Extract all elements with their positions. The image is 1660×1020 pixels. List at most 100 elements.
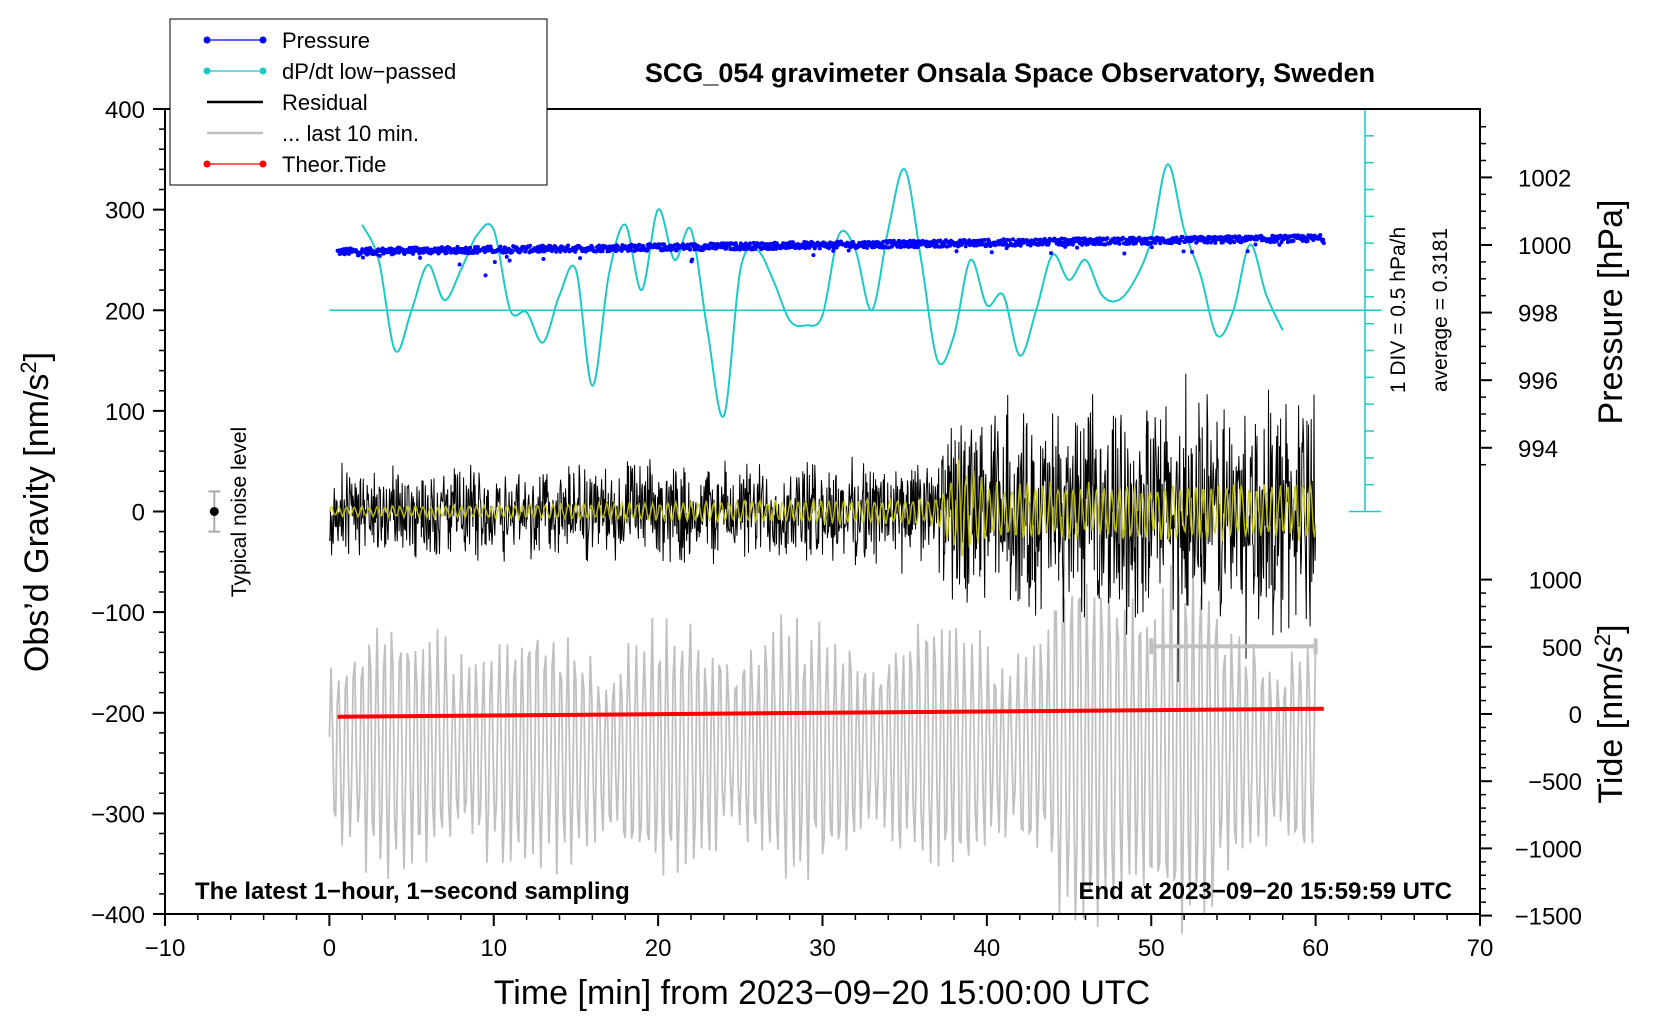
- tide-tick-label: 500: [1542, 635, 1582, 662]
- pressure-point: [1178, 238, 1183, 243]
- x-tick-label: 40: [974, 935, 1001, 962]
- average-label: average = 0.3181: [1429, 228, 1452, 392]
- y-tick-label: −200: [91, 701, 145, 728]
- pressure-point: [1149, 245, 1154, 250]
- noise-bar-dot: [209, 507, 219, 516]
- pressure-point: [1232, 240, 1237, 245]
- pressure-point: [635, 247, 640, 252]
- pressure-point: [360, 255, 365, 260]
- x-tick-label: 20: [645, 935, 672, 962]
- tide-tick-label: −1000: [1515, 836, 1582, 863]
- pressure-point: [1049, 251, 1054, 256]
- pressure-point: [1063, 244, 1068, 249]
- legend-marker: [203, 160, 211, 168]
- pressure-point: [1120, 235, 1125, 240]
- x-tick-label: 70: [1467, 935, 1494, 962]
- x-tick-label: 10: [480, 935, 507, 962]
- last10-series-line: [328, 564, 1317, 934]
- pressure-point: [1122, 251, 1127, 256]
- pressure-point: [510, 249, 515, 254]
- pressure-series: [335, 233, 1326, 278]
- pressure-point: [1321, 241, 1326, 246]
- pressure-point: [541, 257, 546, 262]
- tide-axis-label: Tide [nm/s2]: [1590, 624, 1631, 803]
- legend-label: Residual: [282, 90, 368, 115]
- chart-series: [208, 108, 1382, 934]
- pressure-point: [688, 247, 693, 252]
- pressure-point: [941, 244, 946, 249]
- pressure-point: [1321, 237, 1326, 242]
- pressure-point: [963, 244, 968, 249]
- pressure-point: [1213, 240, 1218, 245]
- y-tick-label: 400: [105, 97, 145, 124]
- pressure-point: [1277, 242, 1282, 247]
- pressure-point: [528, 243, 533, 248]
- bottom-left-annotation: The latest 1−hour, 1−second sampling: [195, 878, 630, 905]
- pressure-point: [628, 248, 633, 253]
- pressure-point: [637, 242, 642, 247]
- pressure-point: [898, 245, 903, 250]
- pressure-point: [1245, 249, 1250, 254]
- y-tick-label: 0: [132, 500, 145, 527]
- chart-axes: −10 0 10 20 30 40 50 60 704003002001000−100−200−…: [91, 97, 1582, 962]
- legend-marker: [259, 160, 267, 168]
- pressure-point: [507, 258, 512, 263]
- legend-marker: [259, 36, 267, 44]
- legend-marker: [203, 36, 211, 44]
- pressure-point: [483, 273, 488, 278]
- chart-title: SCG_054 gravimeter Onsala Space Observat…: [645, 58, 1375, 88]
- legend-label: dP/dt low−passed: [282, 59, 456, 84]
- y-axis-label: Obs’d Gravity [nm/s2]: [16, 352, 57, 672]
- tide-tick-label: −500: [1528, 769, 1582, 796]
- pressure-point: [1190, 249, 1195, 254]
- x-tick-label: 60: [1302, 935, 1329, 962]
- tide-tick-label: 1000: [1529, 568, 1582, 595]
- pressure-point: [457, 262, 462, 267]
- pressure-point: [701, 247, 706, 252]
- x-tick-label: 30: [809, 935, 836, 962]
- pressure-point: [418, 255, 423, 260]
- pressure-point: [989, 250, 994, 255]
- pressure-point: [1075, 245, 1080, 250]
- pressure-tick-label: 1000: [1518, 233, 1571, 260]
- legend-label: Pressure: [282, 28, 370, 53]
- pressure-point: [743, 241, 748, 246]
- legend-label: ... last 10 min.: [282, 121, 419, 146]
- tide-tick-label: −1500: [1515, 904, 1582, 931]
- pressure-point: [498, 244, 503, 249]
- pressure-point: [1010, 237, 1015, 242]
- x-tick-label: 50: [1138, 935, 1165, 962]
- pressure-point: [1105, 236, 1110, 241]
- pressure-point: [690, 257, 695, 262]
- pressure-tick-label: 996: [1518, 368, 1558, 395]
- tide-series-line: [337, 706, 1324, 719]
- pressure-point: [1253, 242, 1258, 247]
- pressure-point: [982, 238, 987, 243]
- pressure-point: [1209, 240, 1214, 245]
- x-tick-label: 0: [323, 935, 336, 962]
- y-tick-label: −300: [91, 801, 145, 828]
- pressure-point: [1117, 241, 1122, 246]
- pressure-point: [1144, 236, 1149, 241]
- pressure-point: [831, 248, 836, 253]
- pressure-point: [1180, 235, 1185, 240]
- y-tick-label: 300: [105, 198, 145, 225]
- pressure-point: [337, 251, 342, 256]
- legend-marker: [259, 67, 267, 75]
- y-tick-label: −400: [91, 902, 145, 929]
- pressure-point: [389, 246, 394, 251]
- pressure-point: [492, 260, 497, 265]
- pressure-axis-label: Pressure [hPa]: [1592, 200, 1630, 425]
- legend-marker: [203, 67, 211, 75]
- pressure-point: [974, 243, 979, 248]
- pressure-point: [468, 245, 473, 250]
- pressure-point: [1046, 241, 1051, 246]
- pressure-tick-label: 1002: [1518, 165, 1571, 192]
- pressure-point: [1139, 241, 1144, 246]
- pressure-point: [1291, 238, 1296, 243]
- pressure-point: [501, 250, 506, 255]
- pressure-point: [396, 250, 401, 255]
- pressure-point: [558, 249, 563, 254]
- legend-label: Theor.Tide: [282, 152, 386, 177]
- tide-tick-label: 0: [1569, 702, 1582, 729]
